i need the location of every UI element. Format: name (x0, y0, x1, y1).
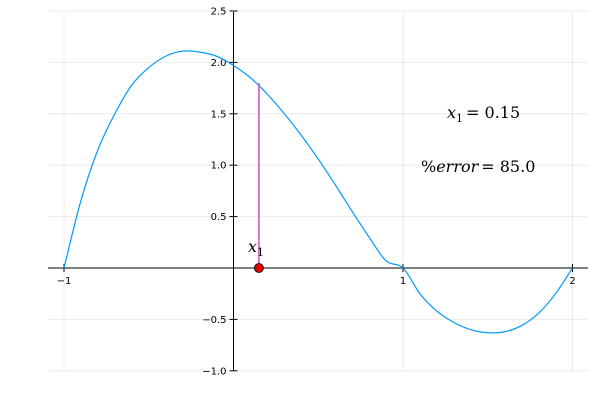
x1-annotation-value: = 0.15 (466, 103, 520, 122)
error-annotation-pct: % (421, 157, 436, 176)
x1-annotation-var: x (447, 103, 456, 122)
series-line (63, 50, 574, 334)
x-tick-label: 1 (400, 276, 406, 287)
point-marker (254, 263, 264, 273)
ticks: −1 1 2 −1.0 −0.5 0.5 1.0 1.5 2.0 2.5 (57, 7, 576, 378)
x-tick-label: −1 (57, 276, 72, 287)
x-tick-label: 2 (569, 276, 575, 287)
error-annotation-word: error (436, 157, 479, 176)
point-label-sub: 1 (257, 246, 264, 259)
y-tick-label: −1.0 (202, 366, 226, 377)
point-label-x: x (248, 237, 257, 256)
marks (254, 82, 264, 273)
error-annotation: %error = 85.0 (421, 157, 535, 176)
y-tick-label: 0.5 (211, 212, 227, 223)
y-tick-label: 2.0 (211, 58, 227, 69)
y-tick-label: −0.5 (202, 315, 226, 326)
axes (48, 12, 588, 371)
grid (48, 10, 588, 372)
y-tick-label: 1.0 (211, 161, 227, 172)
y-tick-label: 2.5 (211, 7, 227, 18)
x1-annotation: x1 = 0.15 (447, 103, 520, 125)
point-label: x1 (248, 237, 264, 259)
error-annotation-value: = 85.0 (481, 157, 535, 176)
y-tick-label: 1.5 (211, 109, 227, 120)
x1-annotation-sub: 1 (456, 112, 463, 125)
series (63, 50, 574, 334)
